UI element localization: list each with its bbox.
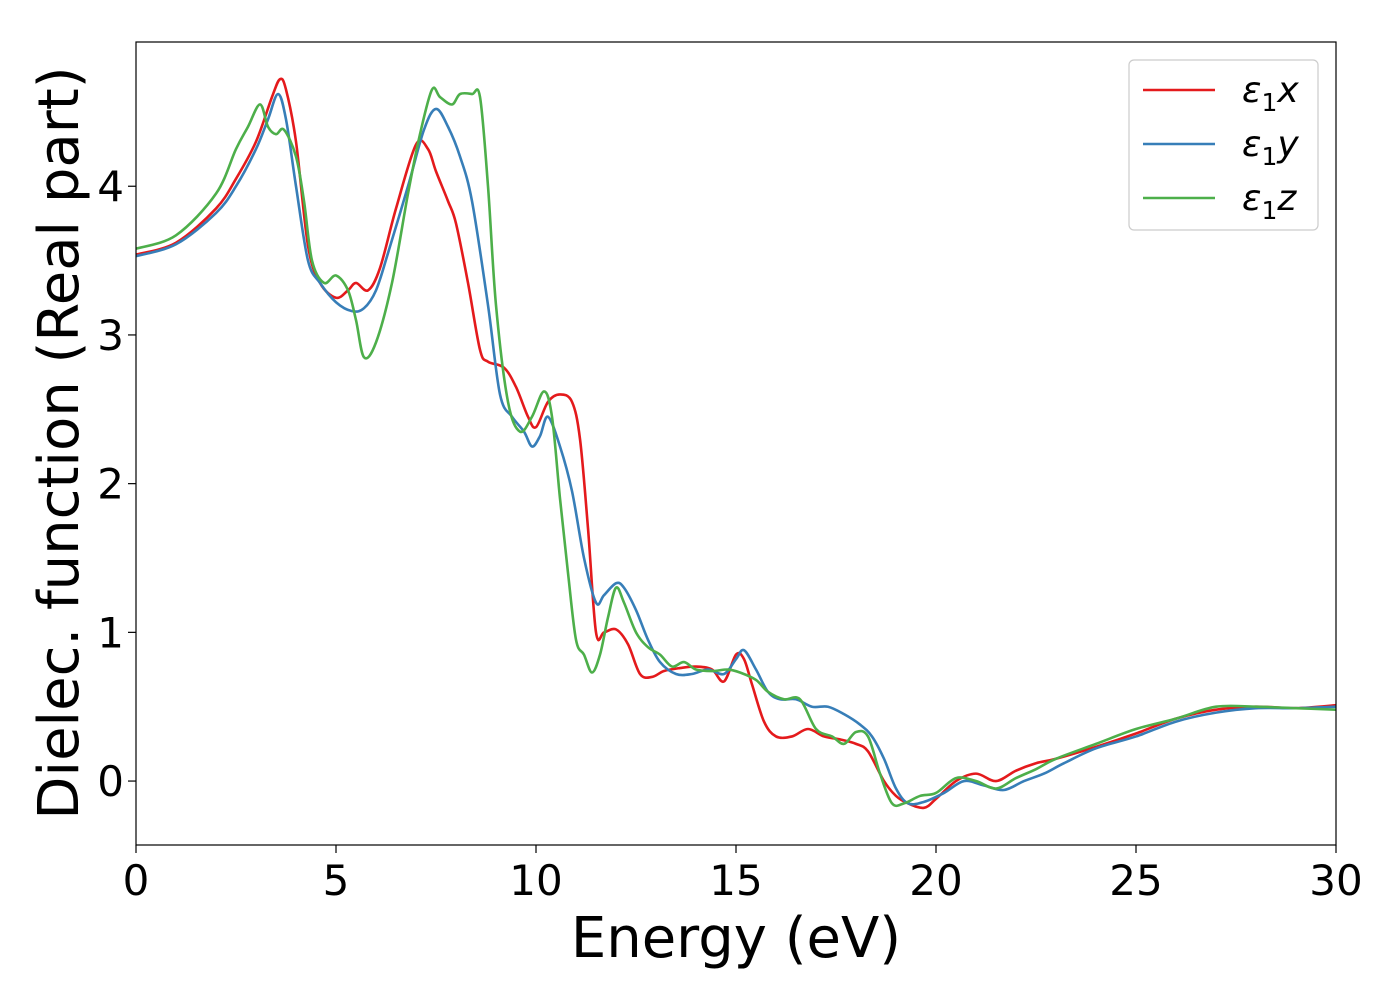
- legend-label-subscript: 1: [1261, 142, 1277, 171]
- legend-label-z: ε1z: [1242, 178, 1297, 225]
- legend-label-suffix: y: [1276, 124, 1299, 165]
- x-tick-label: 10: [509, 856, 562, 905]
- y-tick-label: 0: [97, 757, 124, 806]
- x-axis-label: Energy (eV): [571, 906, 901, 971]
- x-tick-label: 0: [123, 856, 150, 905]
- y-tick-label: 1: [97, 608, 124, 657]
- legend-label-suffix: z: [1276, 178, 1297, 219]
- x-tick-label: 25: [1109, 856, 1162, 905]
- legend-label-base: ε: [1242, 70, 1261, 111]
- x-tick-label: 15: [709, 856, 762, 905]
- legend-label-subscript: 1: [1261, 88, 1277, 117]
- legend-label-base: ε: [1242, 178, 1261, 219]
- legend-label-x: ε1x: [1242, 70, 1299, 117]
- series-line-z: [136, 86, 1336, 808]
- legend-label-suffix: x: [1276, 70, 1299, 111]
- series-line-y: [136, 92, 1336, 806]
- y-tick-label: 3: [97, 311, 124, 360]
- y-tick-label: 4: [97, 162, 124, 211]
- legend-label-subscript: 1: [1261, 196, 1277, 225]
- series-layer: [136, 77, 1336, 810]
- x-tick-label: 30: [1309, 856, 1362, 905]
- legend-label-base: ε: [1242, 124, 1261, 165]
- x-tick-label: 5: [323, 856, 350, 905]
- y-axis-label: Dielec. function (Real part): [27, 66, 92, 819]
- legend-label-y: ε1y: [1242, 124, 1299, 171]
- legend-box: [1128, 59, 1319, 231]
- y-axis: 0 1 2 3 4: [97, 162, 136, 806]
- x-axis: 0 5 10 15 20 25 30: [123, 845, 1363, 905]
- y-tick-label: 2: [97, 460, 124, 509]
- x-tick-label: 20: [909, 856, 962, 905]
